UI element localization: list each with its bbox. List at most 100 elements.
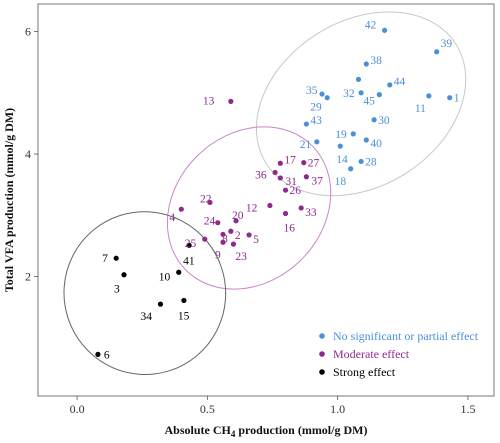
data-point-moderate-effect (272, 169, 278, 176)
data-point-label: 2 (235, 230, 241, 242)
data-point-label: 13 (203, 95, 215, 107)
data-point-label: 18 (335, 176, 347, 188)
data-point-moderate-effect (220, 231, 226, 237)
data-point-no-significant-or-partial-effect (350, 131, 356, 137)
data-point-no-significant-or-partial-effect (319, 91, 325, 97)
data-point-no-significant-or-partial-effect (363, 137, 369, 143)
data-point-moderate-effect (215, 220, 221, 226)
confidence-ellipse-strong-effect (63, 211, 227, 375)
data-point-label: 5 (253, 234, 259, 246)
x-tick-label: 1.5 (460, 402, 475, 416)
confidence-ellipse-moderate-effect (166, 126, 332, 290)
data-point-label: 28 (365, 156, 377, 168)
data-point-label: 44 (394, 76, 406, 88)
data-point-no-significant-or-partial-effect (358, 90, 364, 96)
data-point-moderate-effect (220, 239, 226, 245)
data-point-no-significant-or-partial-effect (303, 121, 309, 127)
x-tick-label: 1.0 (330, 402, 345, 416)
data-point-strong-effect (113, 255, 119, 261)
data-point-moderate-effect (228, 228, 234, 234)
data-point-label: 14 (336, 154, 348, 166)
data-point-strong-effect (176, 269, 182, 275)
data-point-label: 9 (215, 249, 221, 261)
data-point-moderate-effect (207, 199, 213, 206)
data-point-no-significant-or-partial-effect (387, 82, 393, 88)
data-point-label: 4 (169, 212, 175, 224)
data-point-label: 41 (183, 255, 195, 267)
data-point-label: 1 (454, 93, 460, 105)
data-point-label: 31 (285, 176, 297, 188)
data-point-moderate-effect (282, 187, 289, 193)
data-point-strong-effect (121, 272, 127, 278)
data-point-label: 36 (255, 169, 267, 181)
data-point-moderate-effect (277, 160, 283, 166)
data-point-label: 7 (102, 253, 108, 265)
data-point-label: 45 (363, 96, 375, 108)
x-tick-label: 0.0 (70, 402, 85, 416)
point-layer (95, 27, 453, 357)
data-point-label: 3 (114, 284, 120, 296)
x-axis-title-suffix: production (mmol/g DM) (235, 423, 367, 437)
data-point-moderate-effect (298, 205, 304, 211)
data-point-label: 43 (310, 115, 322, 127)
legend: No significant or partial effect Moderate… (319, 329, 479, 379)
data-point-moderate-effect (202, 236, 208, 242)
y-tick-label: 6 (25, 25, 31, 39)
data-point-label: 27 (308, 158, 320, 170)
data-point-label: 29 (310, 102, 322, 114)
data-point-label: 11 (415, 103, 426, 115)
x-axis-title-prefix: Absolute CH (165, 423, 232, 437)
data-point-no-significant-or-partial-effect (363, 61, 369, 67)
data-point-label: 23 (235, 251, 247, 263)
data-point-no-significant-or-partial-effect (324, 95, 330, 101)
data-point-moderate-effect (230, 241, 237, 247)
data-point-strong-effect (181, 297, 187, 304)
data-point-label: 37 (311, 176, 323, 188)
y-tick-label: 2 (25, 270, 31, 284)
data-point-no-significant-or-partial-effect (434, 49, 440, 55)
data-point-label: 19 (335, 129, 347, 141)
data-point-label: 30 (378, 115, 390, 127)
data-point-label: 26 (290, 185, 302, 197)
data-point-label: 24 (204, 216, 216, 228)
legend-marker-moderate-effect (319, 351, 325, 357)
data-point-label: 42 (365, 19, 377, 31)
y-axis: 2 4 6 (25, 25, 38, 284)
data-point-label: 32 (343, 88, 355, 100)
data-point-label: 39 (441, 38, 453, 50)
x-tick-label: 0.5 (200, 402, 215, 416)
data-point-strong-effect (186, 242, 192, 248)
data-point-moderate-effect (233, 218, 239, 224)
data-point-no-significant-or-partial-effect (337, 143, 343, 149)
y-tick-label: 4 (25, 147, 31, 161)
legend-marker-no-significant-or-partial-effect (319, 333, 325, 339)
data-point-label: 25 (185, 238, 197, 250)
data-point-moderate-effect (282, 210, 289, 217)
data-point-label: 21 (300, 139, 312, 151)
data-point-no-significant-or-partial-effect (355, 76, 362, 82)
legend-label-no-significant-or-partial-effect: No significant or partial effect (333, 329, 479, 343)
data-point-moderate-effect (267, 202, 273, 209)
data-point-label: 40 (370, 138, 382, 150)
data-point-no-significant-or-partial-effect (447, 95, 453, 101)
data-point-label: 10 (159, 271, 171, 283)
data-point-label: 33 (305, 207, 317, 219)
data-point-moderate-effect (301, 160, 307, 166)
data-point-no-significant-or-partial-effect (426, 93, 432, 99)
confidence-ellipse-no-significant-or-partial-effect (255, 11, 467, 197)
data-point-no-significant-or-partial-effect (314, 139, 320, 145)
data-point-moderate-effect (277, 175, 283, 181)
data-point-no-significant-or-partial-effect (358, 158, 364, 165)
legend-label-strong-effect: Strong effect (333, 365, 396, 379)
ellipse-layer (63, 11, 467, 375)
data-point-strong-effect (157, 301, 164, 307)
data-point-label: 15 (178, 310, 190, 322)
data-point-label: 38 (370, 55, 382, 67)
x-axis: 0.0 0.5 1.0 1.5 (70, 396, 475, 416)
data-point-label: 20 (232, 210, 244, 222)
data-point-no-significant-or-partial-effect (376, 92, 382, 98)
data-point-label: 16 (284, 222, 296, 234)
